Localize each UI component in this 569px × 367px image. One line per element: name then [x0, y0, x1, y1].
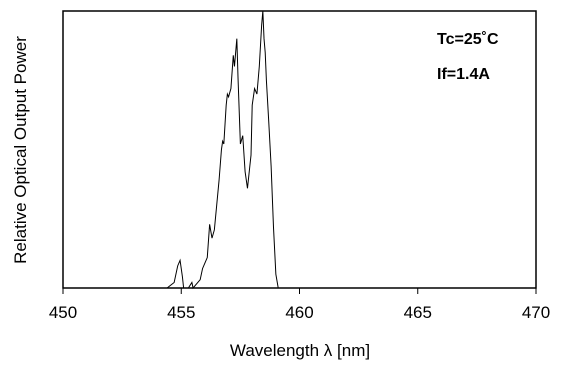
x-tick-label: 450 [49, 303, 77, 322]
x-axis-label: Wavelength λ [nm] [230, 341, 370, 360]
x-tick-label: 455 [167, 303, 195, 322]
x-tick-label: 460 [285, 303, 313, 322]
spectrum-line [63, 10, 536, 290]
x-axis-tick-labels: 450 455 460 465 470 [49, 303, 550, 322]
x-tick-label: 470 [522, 303, 550, 322]
plot-frame [62, 10, 537, 289]
x-tick-label: 465 [404, 303, 432, 322]
x-axis-ticks [62, 288, 537, 294]
annotation-temperature: Tc=25˚C [437, 31, 499, 48]
annotation-current: If=1.4A [437, 66, 490, 83]
y-axis-label: Relative Optical Output Power [11, 36, 30, 264]
